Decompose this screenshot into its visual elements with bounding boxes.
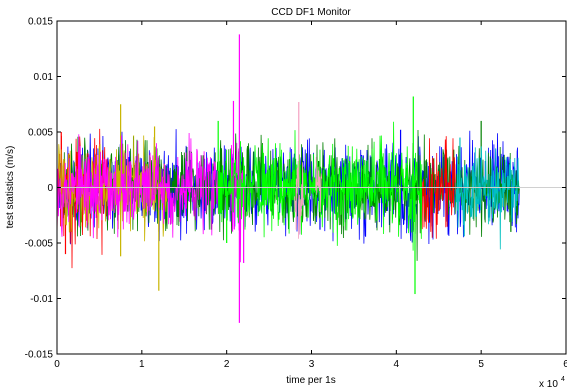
y-tick-label: -0.005 [25,239,54,250]
series-6-trace [315,156,323,213]
data-layer [56,34,520,323]
x-exponent-power: 4 [561,376,565,383]
series-5-trace [217,121,423,251]
series-4-trace [56,132,219,239]
series-7-trace [455,146,520,250]
x-exponent-label: x 10 [539,379,558,390]
x-tick-label: 4 [394,359,400,370]
x-tick-label: 3 [309,359,315,370]
y-tick-label: 0.015 [28,17,53,28]
x-tick-label: 2 [224,359,230,370]
y-tick-label: -0.01 [30,294,53,305]
x-tick-label: 6 [563,359,567,370]
y-tick-label: -0.015 [25,350,54,361]
y-tick-label: 0.01 [34,72,54,83]
x-tick-label: 5 [478,359,484,370]
ticks-layer: 0 1 2 3 4 5 6 -0.015 -0.01 -0.005 0 0.005 0.01 0.015 [25,17,567,371]
y-tick-label: 0.005 [28,128,53,139]
chart-title: CCD DF1 Monitor [271,7,351,18]
x-tick-label: 0 [54,359,60,370]
y-tick-label: 0 [47,183,53,194]
x-tick-label: 1 [139,359,145,370]
x-axis-label: time per 1s [286,375,335,386]
series-2-trace [421,136,457,239]
y-axis-label: test statistics (m/s) [5,146,16,229]
